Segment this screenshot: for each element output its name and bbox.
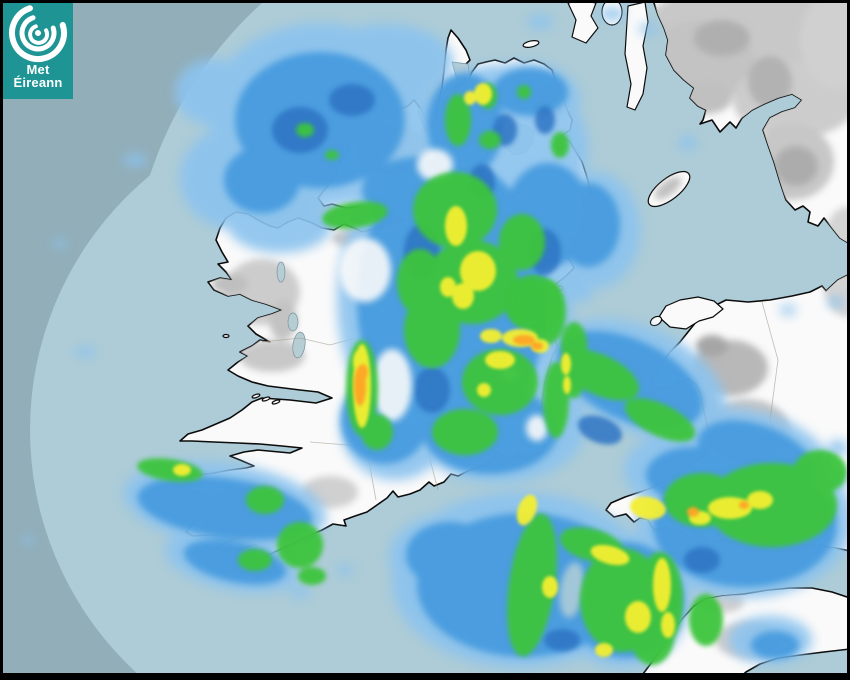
aran-island-1 bbox=[251, 393, 261, 399]
dublin-radar-ring-artifact bbox=[505, 275, 561, 331]
logo-text-line2: Éireann bbox=[13, 75, 63, 90]
rathlin-island bbox=[522, 40, 540, 48]
inishbofin-island bbox=[222, 333, 230, 339]
lough-conn bbox=[276, 261, 286, 283]
met-eireann-logo: Met Éireann bbox=[3, 3, 73, 99]
rain-layer-heavy-green bbox=[137, 83, 847, 665]
aran-island-3 bbox=[271, 399, 281, 405]
rain-dry-gaps bbox=[339, 149, 585, 618]
aran-island-2 bbox=[261, 396, 271, 402]
holy-island bbox=[649, 315, 663, 327]
lough-mask bbox=[287, 312, 299, 332]
met-eireann-swirl-icon bbox=[9, 5, 67, 62]
rain-layer-intense-orange bbox=[354, 335, 749, 517]
logo-text-line1: Met bbox=[26, 62, 50, 77]
anglesey-island bbox=[658, 296, 724, 330]
